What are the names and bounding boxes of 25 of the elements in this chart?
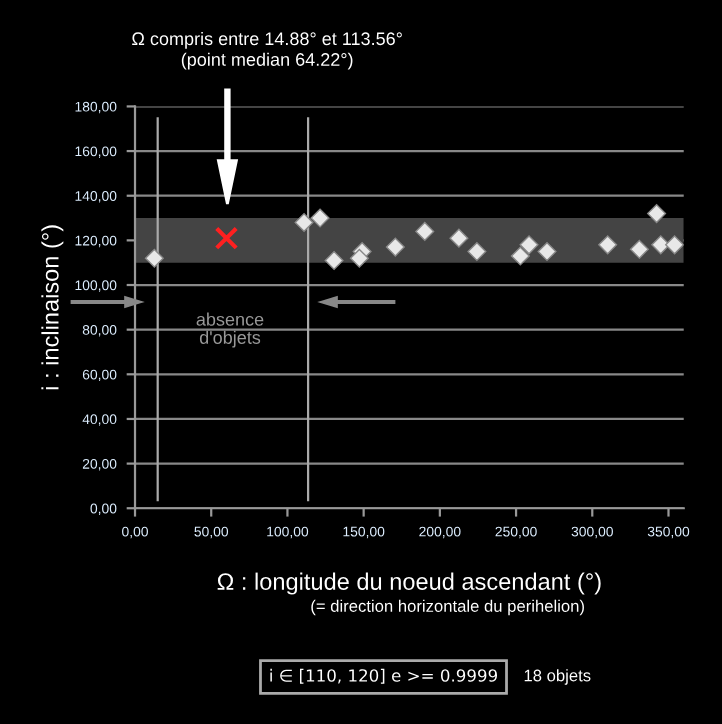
point [415, 221, 435, 241]
point [629, 239, 649, 259]
y-axis-title: i : inclinaison (°) [41, 225, 64, 390]
text: 18 objets [524, 669, 591, 685]
point [294, 212, 314, 233]
x-axis-title: Ω : longitude du noeud ascendant (°) [217, 572, 601, 595]
annotation: absence d'objets [196, 312, 264, 348]
text: (= direction horizontale du perihelion) [311, 599, 584, 616]
point [214, 226, 239, 250]
point [510, 246, 530, 266]
point [449, 228, 469, 248]
point [519, 235, 539, 255]
point [324, 250, 344, 270]
point [144, 248, 164, 268]
point [651, 235, 671, 255]
point [598, 235, 618, 255]
point [537, 241, 557, 262]
point [385, 237, 405, 257]
chart-title: Ω compris entre 14.88° et 113.56° (point median 64.22°) [132, 31, 402, 70]
point [467, 241, 487, 262]
point [665, 235, 684, 255]
text: i ∈ [110, 120] e >= 0.9999 [270, 668, 498, 684]
point [647, 204, 667, 224]
point [310, 208, 330, 228]
point [349, 248, 369, 268]
